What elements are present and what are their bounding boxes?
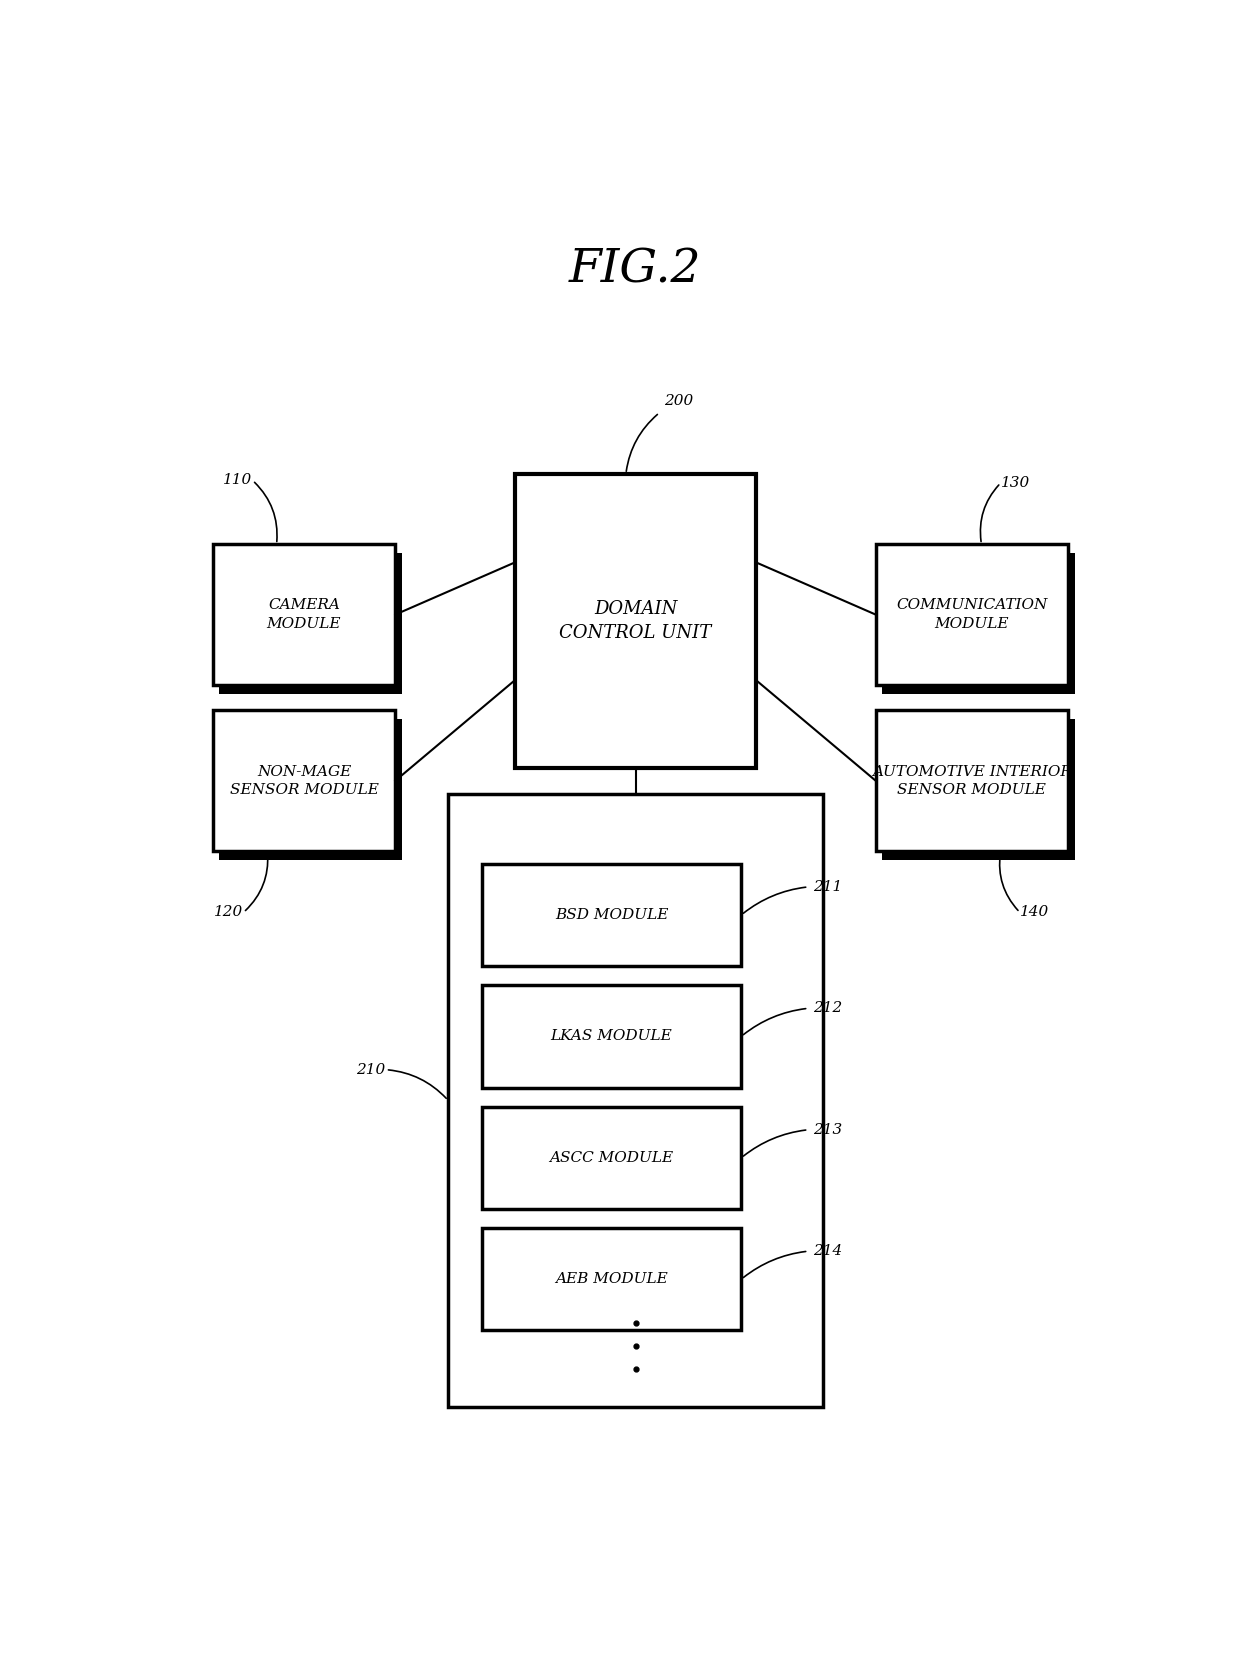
Text: 210: 210	[356, 1062, 386, 1077]
Text: COMMUNICATION
MODULE: COMMUNICATION MODULE	[897, 598, 1048, 631]
Text: 200: 200	[665, 393, 693, 408]
Text: LKAS MODULE: LKAS MODULE	[551, 1029, 672, 1044]
Text: 140: 140	[1019, 905, 1049, 920]
Text: CAMERA
MODULE: CAMERA MODULE	[267, 598, 341, 631]
Text: 130: 130	[1001, 476, 1030, 490]
Text: 211: 211	[813, 880, 842, 893]
Text: FIG.2: FIG.2	[569, 247, 702, 292]
Bar	[516, 475, 755, 769]
Text: BSD MODULE: BSD MODULE	[554, 908, 668, 921]
Text: DOMAIN
CONTROL UNIT: DOMAIN CONTROL UNIT	[559, 601, 712, 642]
Polygon shape	[489, 873, 748, 974]
Bar	[481, 1228, 742, 1330]
Polygon shape	[219, 719, 402, 860]
Bar	[213, 544, 396, 686]
Polygon shape	[489, 994, 748, 1097]
Text: 120: 120	[215, 905, 243, 920]
Polygon shape	[883, 553, 1075, 694]
Text: AEB MODULE: AEB MODULE	[556, 1272, 668, 1286]
Text: ASCC MODULE: ASCC MODULE	[549, 1150, 673, 1165]
Polygon shape	[219, 553, 402, 694]
Bar	[481, 1107, 742, 1208]
Text: 110: 110	[223, 473, 253, 488]
Text: NON-MAGE
SENSOR MODULE: NON-MAGE SENSOR MODULE	[229, 765, 378, 797]
Polygon shape	[489, 1237, 748, 1340]
Polygon shape	[883, 719, 1075, 860]
Bar	[875, 710, 1068, 852]
Bar	[875, 544, 1068, 686]
Text: 214: 214	[813, 1243, 842, 1258]
Bar	[213, 710, 396, 852]
Bar	[481, 986, 742, 1087]
Bar	[448, 793, 823, 1408]
Text: 213: 213	[813, 1122, 842, 1137]
Text: 212: 212	[813, 1001, 842, 1016]
Polygon shape	[489, 1116, 748, 1218]
Text: AUTOMOTIVE INTERIOR
SENSOR MODULE: AUTOMOTIVE INTERIOR SENSOR MODULE	[872, 765, 1071, 797]
Bar	[481, 863, 742, 966]
